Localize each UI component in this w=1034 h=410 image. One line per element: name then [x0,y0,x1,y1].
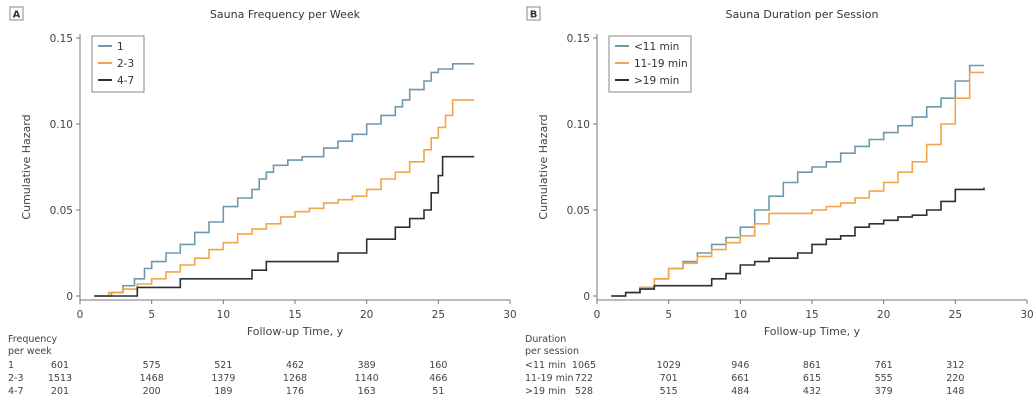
chart-svg-a: A Sauna Frequency per Week 0 0.05 0.10 0.15 0 5… [8,6,517,397]
y-axis-title: Cumulative Hazard [20,114,33,219]
x-tick-label: 0 [594,309,601,321]
y-tick-label: 0.15 [50,33,73,45]
series-line-3 [611,187,985,297]
risk-value: 615 [803,373,821,384]
chart-title: Sauna Duration per Session [726,8,879,21]
risk-value: 1379 [211,373,235,384]
risk-value: 1065 [572,360,596,371]
risk-value: 189 [214,386,232,397]
risk-value: 555 [875,373,893,384]
legend-label-1: 1 [117,41,124,53]
x-tick-label: 25 [432,309,445,321]
y-axis-title: Cumulative Hazard [537,114,550,219]
risk-value: 1468 [140,373,164,384]
risk-header-line-2: per session [525,346,579,357]
risk-value: 521 [214,360,232,371]
risk-value: 1513 [48,373,72,384]
risk-value: 466 [429,373,447,384]
y-tick-label: 0.15 [567,33,590,45]
panel-letter-box [9,6,24,21]
y-tick-label: 0 [66,291,73,303]
panel-letter: A [13,10,21,21]
series-line-2 [94,99,475,297]
risk-value: 1140 [355,373,379,384]
x-tick-label: 30 [1020,309,1033,321]
risk-value: 528 [575,386,593,397]
risk-header-line-1: Frequency [8,334,57,345]
x-tick-label: 5 [665,309,672,321]
panel-b: B Sauna Duration per Session 0 0.05 0.10 0.15… [517,0,1034,410]
risk-value: 861 [803,360,821,371]
risk-value: 515 [660,386,678,397]
y-tick-label: 0.05 [50,205,73,217]
panel-letter: B [530,10,538,21]
risk-value: 701 [660,373,678,384]
risk-value: 462 [286,360,304,371]
risk-header-line-2: per week [8,346,52,357]
legend-label-2: 2-3 [117,58,134,70]
risk-value: 946 [731,360,749,371]
risk-value: 575 [143,360,161,371]
chart-title: Sauna Frequency per Week [210,8,361,21]
x-tick-label: 0 [77,309,84,321]
risk-value: 200 [143,386,161,397]
risk-row-label: 2-3 [8,373,24,384]
legend-label-3: >19 min [634,75,679,87]
y-tick-label: 0.05 [567,205,590,217]
risk-row-label: 4-7 [8,386,24,397]
risk-value: 163 [358,386,376,397]
series-line-1 [611,64,984,297]
series-line-1 [94,63,475,297]
risk-value: 761 [875,360,893,371]
x-tick-label: 30 [503,309,516,321]
legend-label-1: <11 min [634,41,679,53]
panel-letter-box [526,6,541,21]
risk-row-label: >19 min [525,386,566,397]
risk-value: 148 [946,386,964,397]
risk-row-label: 11-19 min [525,373,574,384]
risk-value: 220 [946,373,964,384]
legend-label-2: 11-19 min [634,58,688,70]
risk-value: 160 [429,360,447,371]
risk-value: 201 [51,386,69,397]
x-tick-label: 20 [360,309,373,321]
risk-value: 389 [358,360,376,371]
x-tick-label: 10 [734,309,747,321]
risk-value: 312 [946,360,964,371]
legend-label-3: 4-7 [117,75,134,87]
y-tick-label: 0 [583,291,590,303]
chart-svg-b: B Sauna Duration per Session 0 0.05 0.10 0.15… [525,6,1034,397]
x-tick-label: 15 [805,309,818,321]
x-tick-label: 10 [217,309,230,321]
risk-value: 51 [432,386,444,397]
x-axis-title: Follow-up Time, y [764,325,861,338]
risk-value: 661 [731,373,749,384]
risk-row-label: 1 [8,360,14,371]
series-line-3 [94,155,475,297]
risk-value: 1268 [283,373,307,384]
x-tick-label: 20 [877,309,890,321]
risk-value: 379 [875,386,893,397]
risk-value: 1029 [657,360,681,371]
x-tick-label: 5 [148,309,155,321]
risk-value: 176 [286,386,304,397]
risk-value: 722 [575,373,593,384]
x-tick-label: 15 [288,309,301,321]
series-line-2 [611,71,984,297]
risk-header-line-1: Duration [525,334,566,345]
y-tick-label: 0.10 [50,119,73,131]
x-axis-title: Follow-up Time, y [247,325,344,338]
risk-value: 601 [51,360,69,371]
panel-a: A Sauna Frequency per Week 0 0.05 0.10 0.15 0 5… [8,6,517,397]
risk-row-label: <11 min [525,360,566,371]
y-tick-label: 0.10 [567,119,590,131]
risk-value: 484 [731,386,749,397]
x-tick-label: 25 [949,309,962,321]
risk-value: 432 [803,386,821,397]
